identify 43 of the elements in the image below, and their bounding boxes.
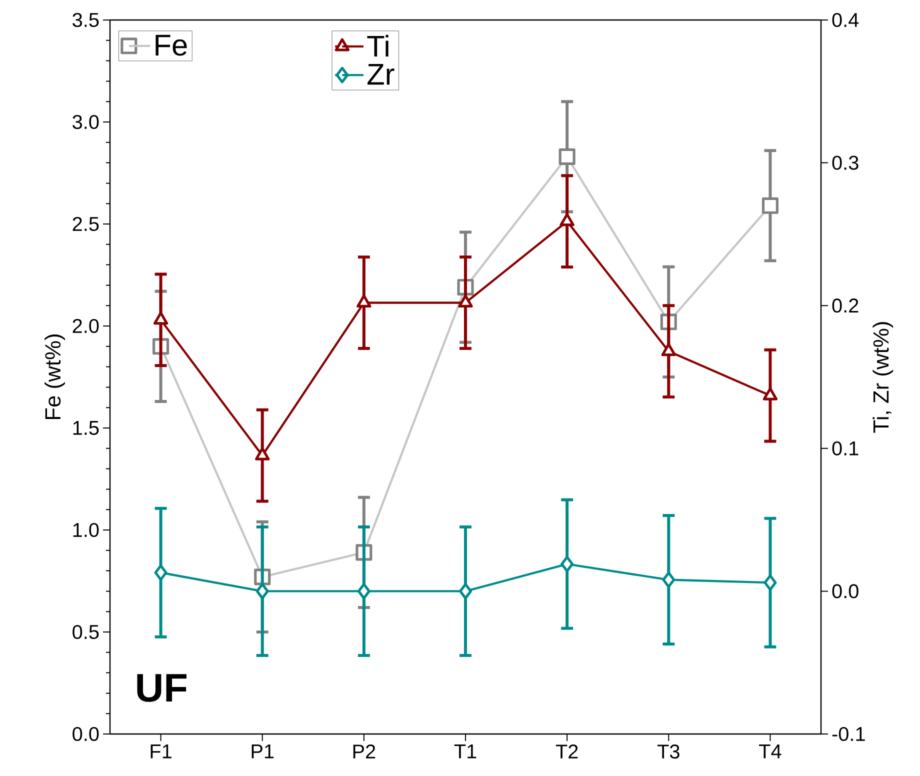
y-tick-label: 1.0 [73,522,99,538]
y-tick-label: 2.0 [72,318,99,334]
point [764,574,777,591]
y-tick-label: 0.5 [72,624,99,640]
point [256,582,269,600]
point [661,343,676,356]
y-tick-label: 3.0 [72,114,99,130]
point [662,572,676,588]
y2-tick-label: 0.0 [832,584,858,598]
y2-tick-label: 0.2 [832,298,858,313]
point [560,213,574,226]
y-tick-label: 1.5 [73,421,99,435]
point [255,447,270,460]
legend-label: Ti [367,34,388,57]
y-axis-title: Fe (wt%) [44,334,65,420]
x-tick-label: T3 [657,744,680,759]
point [356,294,372,308]
point [357,582,370,600]
x-tick-label: T2 [556,744,578,758]
x-tick-label: F1 [150,744,172,758]
x-tick-label: T1 [454,744,476,758]
annotation: UF [137,674,186,702]
y2-tick-label: 0.3 [832,156,858,170]
y-tick-label: 3.5 [72,12,99,28]
y2-tick-label: -0.1 [832,726,865,742]
x-tick-label: P1 [252,744,274,758]
y2-tick-label: 0.4 [832,12,859,28]
y-tick-label: 0.0 [72,726,99,742]
point [762,197,778,214]
point [153,312,168,325]
point [558,148,576,165]
y-tick-label: 2.5 [72,216,99,232]
point [560,556,574,572]
point [762,387,778,400]
point [458,582,472,600]
legend-label: Zr [368,64,394,85]
x-tick-label: P2 [353,744,376,758]
point [458,294,473,308]
y2-tick-label: 0.1 [832,441,858,456]
y2-axis-title: Ti, Zr (wt%) [872,322,894,433]
point [154,564,168,581]
legend-label: Fe [156,34,187,56]
x-tick-label: T4 [759,744,782,758]
